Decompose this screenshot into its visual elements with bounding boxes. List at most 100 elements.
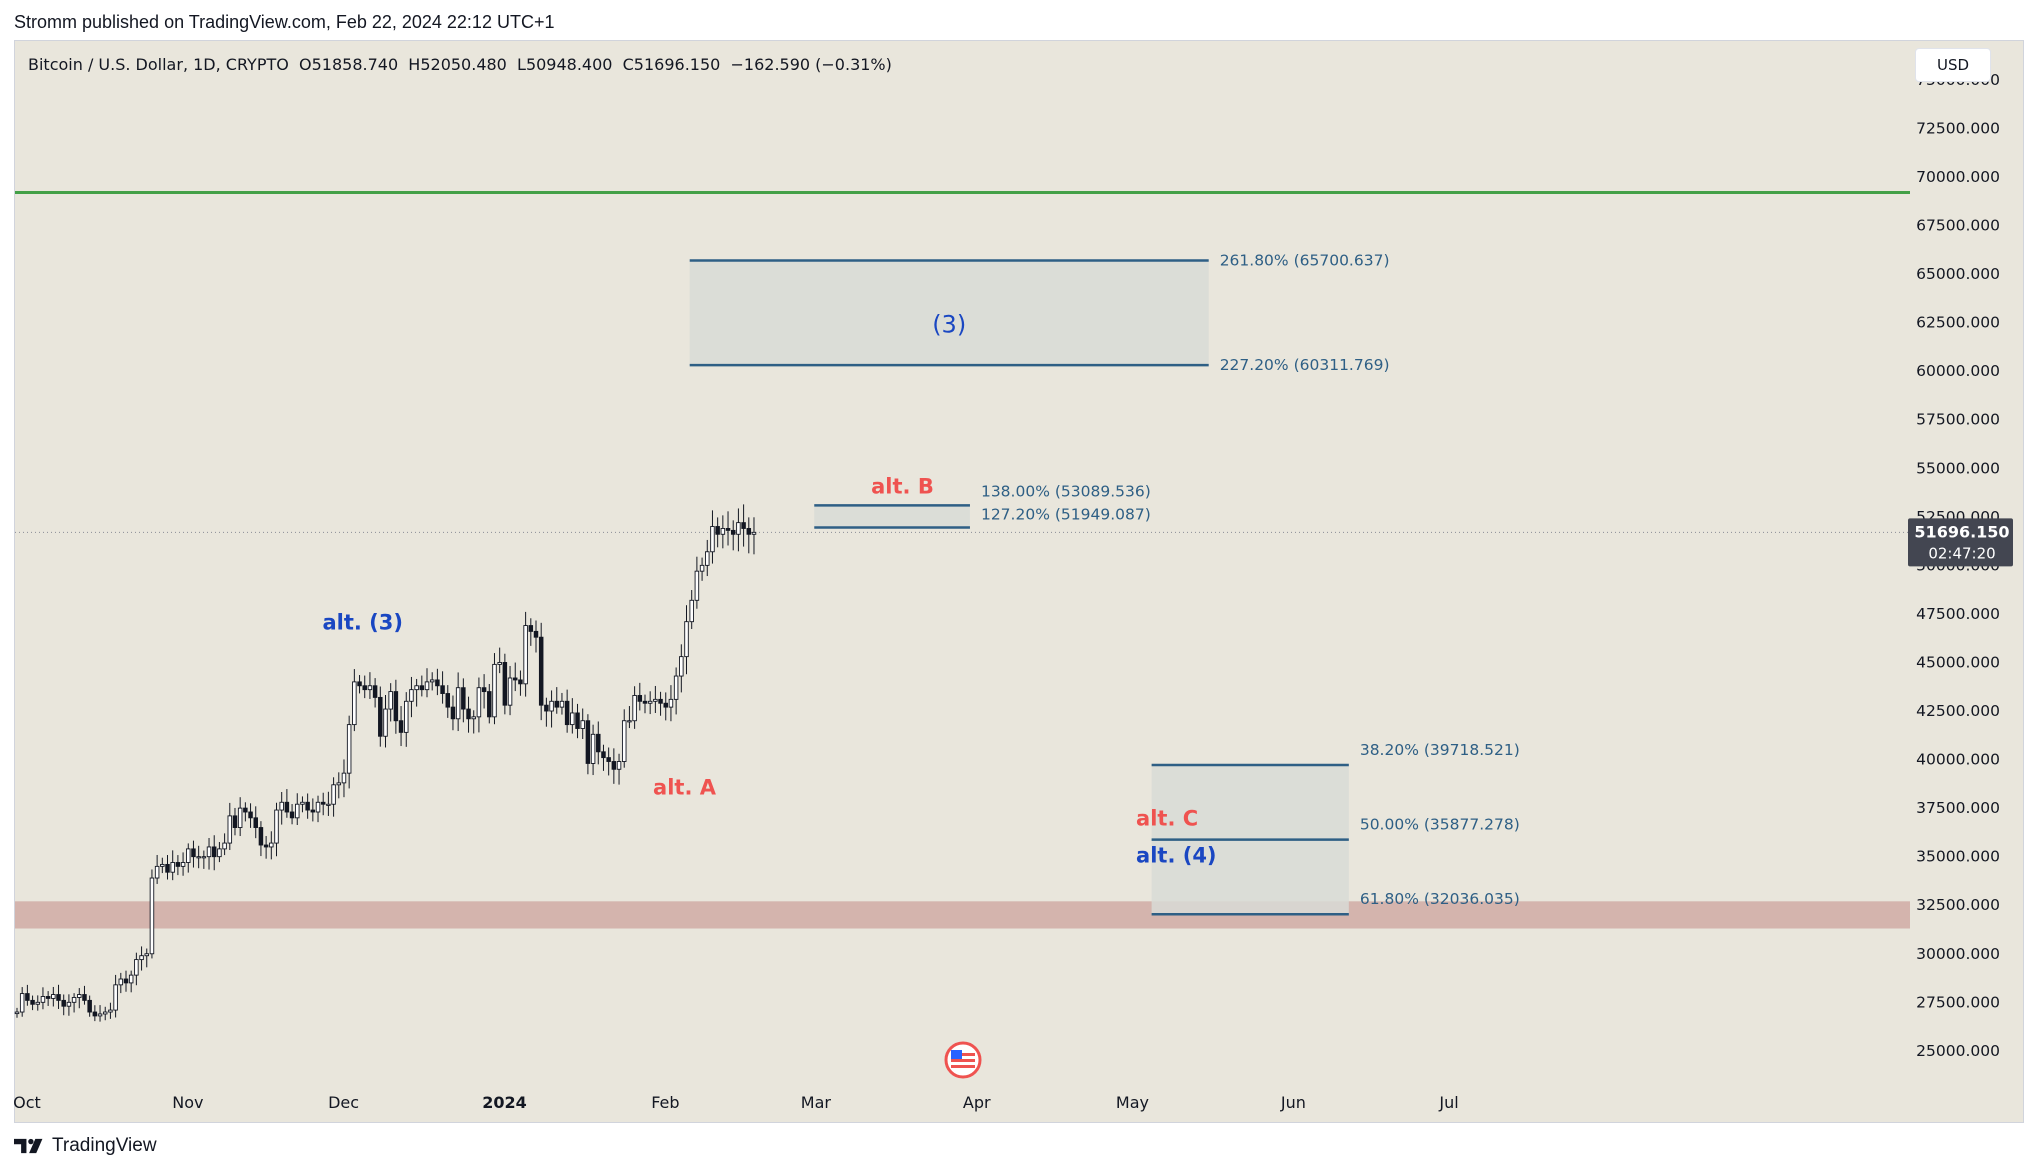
candle[interactable] xyxy=(429,672,435,691)
candle[interactable] xyxy=(424,668,430,698)
candle[interactable] xyxy=(414,678,419,707)
candle[interactable] xyxy=(154,854,160,884)
candle[interactable] xyxy=(419,675,425,697)
candle[interactable] xyxy=(720,515,726,549)
candle[interactable] xyxy=(108,1002,113,1019)
candle[interactable] xyxy=(253,806,258,839)
candle[interactable] xyxy=(642,694,648,714)
candle[interactable] xyxy=(404,692,409,747)
candle[interactable] xyxy=(388,683,393,722)
candle[interactable] xyxy=(196,845,201,869)
candle[interactable] xyxy=(647,691,653,715)
candle[interactable] xyxy=(113,974,118,1018)
candle[interactable] xyxy=(87,995,92,1017)
candle[interactable] xyxy=(175,855,181,876)
candle[interactable] xyxy=(507,665,513,716)
candle[interactable] xyxy=(180,852,186,876)
candle[interactable] xyxy=(440,671,445,704)
candle[interactable] xyxy=(186,843,191,873)
candle[interactable] xyxy=(227,802,233,851)
candle[interactable] xyxy=(263,836,269,859)
candle[interactable] xyxy=(51,986,56,1007)
candle[interactable] xyxy=(71,993,77,1013)
candle[interactable] xyxy=(284,789,290,818)
us-flag-icon[interactable] xyxy=(944,1041,982,1079)
candle[interactable] xyxy=(102,1006,108,1021)
candle[interactable] xyxy=(741,504,746,547)
candle[interactable] xyxy=(575,703,580,739)
candle[interactable] xyxy=(77,988,82,1009)
candle[interactable] xyxy=(201,850,207,869)
candle[interactable] xyxy=(518,670,523,696)
candle[interactable] xyxy=(118,972,124,994)
candle[interactable] xyxy=(673,667,679,715)
currency-button[interactable]: USD xyxy=(1915,48,1991,82)
candle[interactable] xyxy=(689,590,694,629)
candle[interactable] xyxy=(352,669,357,732)
candle[interactable] xyxy=(466,696,471,733)
candle[interactable] xyxy=(544,697,549,727)
candle[interactable] xyxy=(134,952,139,986)
candle[interactable] xyxy=(191,840,196,868)
candle[interactable] xyxy=(658,691,663,716)
candle[interactable] xyxy=(14,1007,20,1018)
candle[interactable] xyxy=(481,674,487,709)
candle[interactable] xyxy=(461,678,466,723)
candle[interactable] xyxy=(289,804,295,825)
candle[interactable] xyxy=(61,994,66,1016)
candle[interactable] xyxy=(346,715,352,789)
candle[interactable] xyxy=(590,724,596,776)
candle[interactable] xyxy=(679,644,684,693)
candle[interactable] xyxy=(512,662,518,692)
candle[interactable] xyxy=(585,714,591,775)
candle[interactable] xyxy=(736,508,741,552)
candle[interactable] xyxy=(730,520,736,551)
candle[interactable] xyxy=(274,802,279,857)
footer-brand[interactable]: TradingView xyxy=(14,1135,157,1157)
wave-3-target-box[interactable]: 261.80% (65700.637) 227.20% (60311.769) xyxy=(689,251,1390,374)
candle[interactable] xyxy=(56,984,61,1009)
candle[interactable] xyxy=(668,685,674,722)
candle[interactable] xyxy=(92,1005,98,1022)
candle[interactable] xyxy=(616,753,622,785)
candle[interactable] xyxy=(471,710,476,734)
candle[interactable] xyxy=(523,611,528,697)
candle[interactable] xyxy=(549,690,554,728)
candle[interactable] xyxy=(295,793,300,826)
candle[interactable] xyxy=(315,795,321,823)
support-zone[interactable] xyxy=(15,901,1910,929)
candle[interactable] xyxy=(492,653,497,725)
candle[interactable] xyxy=(611,748,617,784)
candle[interactable] xyxy=(97,1005,103,1022)
candle[interactable] xyxy=(554,687,560,714)
candle[interactable] xyxy=(398,706,404,747)
candle[interactable] xyxy=(45,991,51,1006)
candle[interactable] xyxy=(211,835,217,871)
candle[interactable] xyxy=(393,679,399,734)
last-price-badge[interactable] xyxy=(1908,518,2013,567)
candle[interactable] xyxy=(222,833,227,856)
candle[interactable] xyxy=(450,695,456,731)
candle[interactable] xyxy=(564,689,570,733)
candle[interactable] xyxy=(497,647,502,674)
candle[interactable] xyxy=(715,517,720,548)
candle[interactable] xyxy=(170,850,175,881)
candle[interactable] xyxy=(269,831,274,860)
candle[interactable] xyxy=(455,672,461,732)
candle[interactable] xyxy=(341,759,347,798)
candle[interactable] xyxy=(165,855,170,880)
candle[interactable] xyxy=(139,946,144,971)
candle[interactable] xyxy=(699,557,705,581)
candle[interactable] xyxy=(66,994,72,1016)
candle[interactable] xyxy=(383,695,388,748)
candle[interactable] xyxy=(149,869,155,959)
candle[interactable] xyxy=(694,556,700,609)
candle[interactable] xyxy=(627,706,632,729)
candle[interactable] xyxy=(570,698,575,734)
candle[interactable] xyxy=(217,842,222,863)
candle[interactable] xyxy=(606,747,611,776)
candle[interactable] xyxy=(144,948,149,968)
candle[interactable] xyxy=(476,677,482,733)
candle[interactable] xyxy=(362,675,367,699)
candle[interactable] xyxy=(160,857,165,874)
